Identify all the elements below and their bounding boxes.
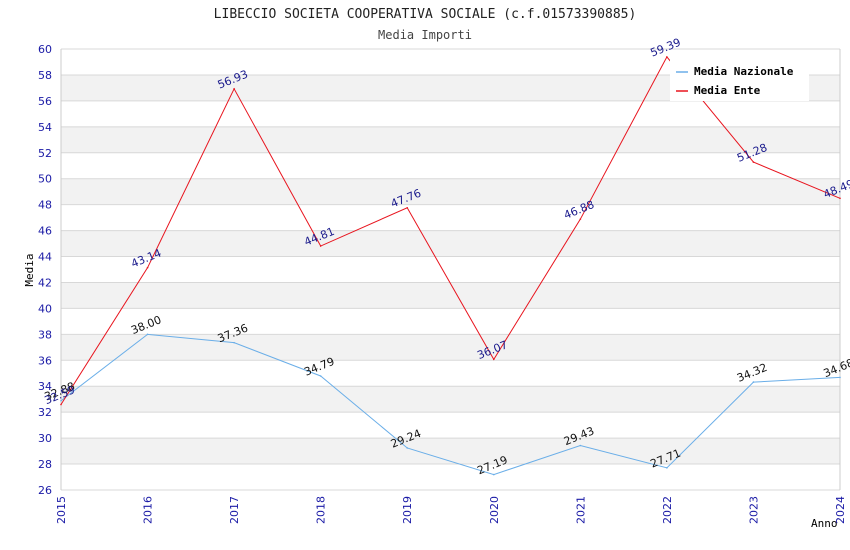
y-tick-label: 44 — [38, 251, 52, 264]
grid-bands — [61, 49, 840, 490]
y-tick-label: 26 — [38, 484, 52, 497]
data-point — [146, 333, 149, 336]
chart-title: LIBECCIO SOCIETA COOPERATIVA SOCIALE (c.… — [214, 7, 637, 22]
y-tick-label: 42 — [38, 276, 52, 289]
grid-band — [61, 360, 840, 387]
grid-band — [61, 178, 840, 205]
data-point — [666, 56, 668, 58]
grid-band — [61, 256, 840, 283]
data-point — [752, 161, 755, 163]
data-point — [492, 473, 495, 476]
grid-band — [61, 438, 840, 465]
grid-band — [61, 412, 840, 439]
data-point — [492, 358, 495, 361]
x-tick-label: 2016 — [142, 496, 155, 524]
grid-band — [61, 204, 840, 231]
series-line-media-ente — [60, 56, 841, 405]
data-point — [233, 88, 235, 90]
x-tick-label: 2019 — [401, 496, 414, 524]
data-point — [752, 381, 755, 383]
y-tick-label: 50 — [38, 173, 52, 186]
y-tick-label: 54 — [38, 121, 52, 134]
x-tick-label: 2023 — [747, 496, 760, 524]
data-point — [60, 399, 62, 402]
data-point — [666, 467, 668, 469]
y-tick-label: 40 — [38, 302, 52, 315]
grid-band — [61, 386, 840, 413]
series-lines — [60, 56, 841, 476]
legend-label-media-nazionale: Media Nazionale — [694, 65, 794, 78]
y-tick-label: 56 — [38, 95, 52, 108]
y-axis-label: Media — [23, 253, 36, 286]
data-point — [839, 197, 841, 200]
data-point — [233, 341, 235, 344]
x-tick-label: 2020 — [488, 496, 501, 524]
y-tick-label: 60 — [38, 43, 52, 56]
x-tick-label: 2022 — [661, 496, 674, 524]
grid-band — [61, 308, 840, 335]
grid-band — [61, 126, 840, 153]
data-point — [579, 444, 582, 447]
series-line-media-nazionale — [60, 333, 841, 476]
y-tick-label: 34 — [38, 380, 52, 393]
x-tick-label: 2024 — [834, 496, 847, 524]
y-tick-label: 46 — [38, 225, 52, 238]
grid-band — [61, 334, 840, 361]
x-axis-label: Anno — [811, 517, 838, 530]
y-tick-label: 28 — [38, 458, 52, 471]
data-point — [839, 376, 841, 379]
x-tick-label: 2018 — [315, 496, 328, 524]
grid-band — [61, 152, 840, 179]
y-tick-label: 32 — [38, 406, 52, 419]
data-point — [146, 266, 149, 269]
x-tick-label: 2015 — [55, 496, 68, 524]
data-point — [60, 403, 62, 406]
x-tick-label: 2017 — [228, 496, 241, 524]
data-point — [406, 206, 409, 209]
legend-label-media-ente: Media Ente — [694, 84, 761, 97]
grid-band — [61, 282, 840, 309]
y-tick-label: 30 — [38, 432, 52, 445]
legend-box — [670, 60, 809, 101]
y-tick-label: 58 — [38, 69, 52, 82]
y-tick-labels: 26 28 30 32 34 36 38 40 42 44 46 48 50 52 54 56 58 60 — [38, 43, 52, 497]
data-point — [319, 375, 322, 377]
y-tick-label: 38 — [38, 328, 52, 341]
y-tick-label: 48 — [38, 199, 52, 212]
y-tick-label: 36 — [38, 354, 52, 367]
y-tick-label: 52 — [38, 147, 52, 160]
x-tick-label: 2021 — [574, 496, 587, 524]
x-tick-labels: 2015 2016 2017 2018 2019 2020 2021 2022 2023 2024 — [55, 496, 847, 524]
chart-subtitle: Media Importi — [378, 28, 472, 42]
grid-band — [61, 464, 840, 490]
data-point — [319, 245, 322, 247]
grid-band — [61, 230, 840, 257]
data-point — [406, 447, 409, 449]
legend: Media Nazionale Media Ente — [670, 60, 809, 101]
data-point — [579, 218, 582, 220]
grid-band — [61, 100, 840, 127]
